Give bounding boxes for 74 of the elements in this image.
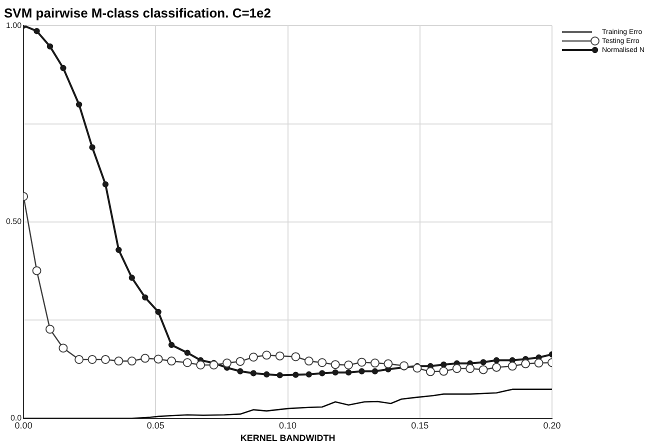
point xyxy=(275,351,284,360)
y-tick-label: 0.50 xyxy=(6,217,22,226)
point xyxy=(534,358,544,368)
x-tick-label: 0.00 xyxy=(14,420,32,430)
point xyxy=(222,358,232,368)
point xyxy=(76,101,82,108)
point xyxy=(276,372,283,378)
point xyxy=(89,144,96,150)
point xyxy=(100,354,110,364)
x-tick-label: 0.05 xyxy=(146,420,164,430)
point xyxy=(102,181,109,188)
point xyxy=(426,367,435,376)
point xyxy=(154,354,163,364)
point xyxy=(60,64,66,72)
point xyxy=(440,361,447,368)
point xyxy=(412,364,422,373)
point xyxy=(196,360,206,370)
point xyxy=(400,361,409,370)
point xyxy=(492,362,502,372)
point xyxy=(140,354,150,363)
point xyxy=(384,359,393,368)
point xyxy=(452,364,462,374)
point xyxy=(370,358,380,368)
point xyxy=(291,352,300,362)
point xyxy=(493,357,500,364)
point xyxy=(480,359,486,366)
point xyxy=(142,294,148,301)
point xyxy=(182,358,192,368)
point xyxy=(155,308,162,316)
point xyxy=(167,356,176,366)
point xyxy=(168,342,175,348)
point xyxy=(521,359,530,368)
point xyxy=(318,358,327,368)
point xyxy=(209,360,218,370)
chart-title: SVM pairwise M-class classification. C=1e2 xyxy=(4,5,271,20)
x-tick-label: 0.10 xyxy=(279,420,297,430)
point xyxy=(88,354,97,364)
point xyxy=(466,364,475,374)
point xyxy=(74,354,84,364)
point xyxy=(292,372,299,378)
point xyxy=(116,246,122,253)
point xyxy=(264,371,270,378)
point xyxy=(127,356,136,366)
point xyxy=(58,344,68,353)
point xyxy=(236,356,245,366)
point xyxy=(262,350,272,360)
point xyxy=(358,368,365,374)
point xyxy=(478,365,488,374)
point xyxy=(357,358,366,367)
point xyxy=(114,356,124,366)
point xyxy=(32,266,42,276)
point xyxy=(332,369,338,376)
point xyxy=(46,43,54,50)
point xyxy=(45,324,54,334)
point xyxy=(372,368,378,374)
point xyxy=(250,370,257,376)
point xyxy=(237,368,244,374)
point xyxy=(34,28,40,34)
x-tick-label: 0.20 xyxy=(543,420,561,430)
y-tick-label: 0.0 xyxy=(10,414,22,423)
point xyxy=(248,352,258,362)
point xyxy=(345,369,352,376)
point xyxy=(439,366,448,376)
point xyxy=(304,356,314,366)
point xyxy=(306,371,312,378)
point xyxy=(508,362,517,371)
point xyxy=(330,360,340,370)
point xyxy=(184,350,190,356)
x-axis-title: KERNEL BANDWIDTH xyxy=(240,433,336,444)
point xyxy=(319,370,326,376)
y-tick-label: 1.00 xyxy=(6,20,22,30)
point xyxy=(128,274,135,281)
x-tick-label: 0.15 xyxy=(411,420,429,430)
point xyxy=(344,360,354,370)
